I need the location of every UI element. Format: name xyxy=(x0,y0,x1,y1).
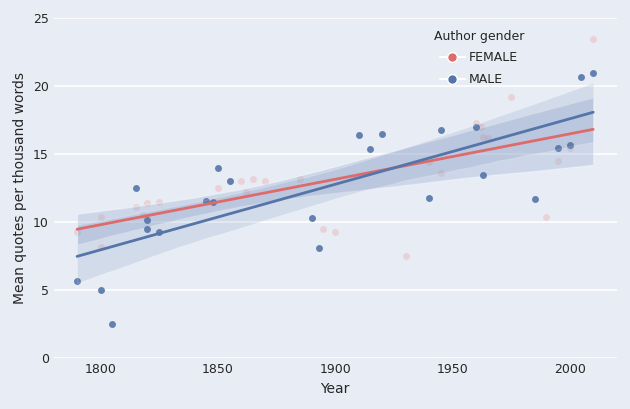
Point xyxy=(72,229,82,235)
Legend: FEMALE, MALE: FEMALE, MALE xyxy=(428,25,529,91)
Point xyxy=(576,74,587,80)
Point xyxy=(588,36,598,42)
Point xyxy=(295,175,305,182)
Point xyxy=(353,132,364,139)
Point xyxy=(96,243,106,250)
Point xyxy=(365,146,375,152)
Point xyxy=(476,124,486,130)
Point xyxy=(541,213,551,220)
Point xyxy=(96,213,106,220)
Point xyxy=(248,175,258,182)
Point xyxy=(130,204,140,211)
Point xyxy=(236,178,246,185)
Point xyxy=(436,170,446,177)
Point xyxy=(107,321,117,328)
Point xyxy=(142,226,152,232)
Point xyxy=(330,229,340,235)
Point xyxy=(142,200,152,207)
Point xyxy=(208,199,218,205)
Point xyxy=(483,135,493,141)
Point xyxy=(564,144,575,151)
Point xyxy=(224,178,234,185)
Point xyxy=(553,144,563,151)
Point xyxy=(154,229,164,235)
Point xyxy=(401,253,411,260)
Point xyxy=(96,287,106,294)
Point xyxy=(130,185,140,191)
Point xyxy=(436,126,446,133)
Point xyxy=(471,124,481,130)
Point xyxy=(471,120,481,126)
Point xyxy=(142,216,152,223)
Point xyxy=(314,245,324,252)
Point xyxy=(260,178,270,185)
X-axis label: Year: Year xyxy=(321,382,350,396)
Point xyxy=(154,199,164,205)
Point xyxy=(478,133,488,140)
Point xyxy=(307,215,317,222)
Point xyxy=(564,142,575,148)
Point xyxy=(213,165,223,171)
Point xyxy=(588,70,598,76)
Point xyxy=(506,94,516,101)
Point xyxy=(424,195,434,201)
Point xyxy=(241,189,251,196)
Point xyxy=(318,226,328,232)
Point xyxy=(72,277,82,284)
Point xyxy=(224,178,234,185)
Point xyxy=(424,159,434,166)
Point xyxy=(213,185,223,191)
Point xyxy=(377,130,387,137)
Y-axis label: Mean quotes per thousand words: Mean quotes per thousand words xyxy=(13,72,27,304)
Point xyxy=(138,212,148,219)
Point xyxy=(530,196,540,202)
Point xyxy=(553,158,563,164)
Point xyxy=(201,197,211,204)
Point xyxy=(478,171,488,178)
